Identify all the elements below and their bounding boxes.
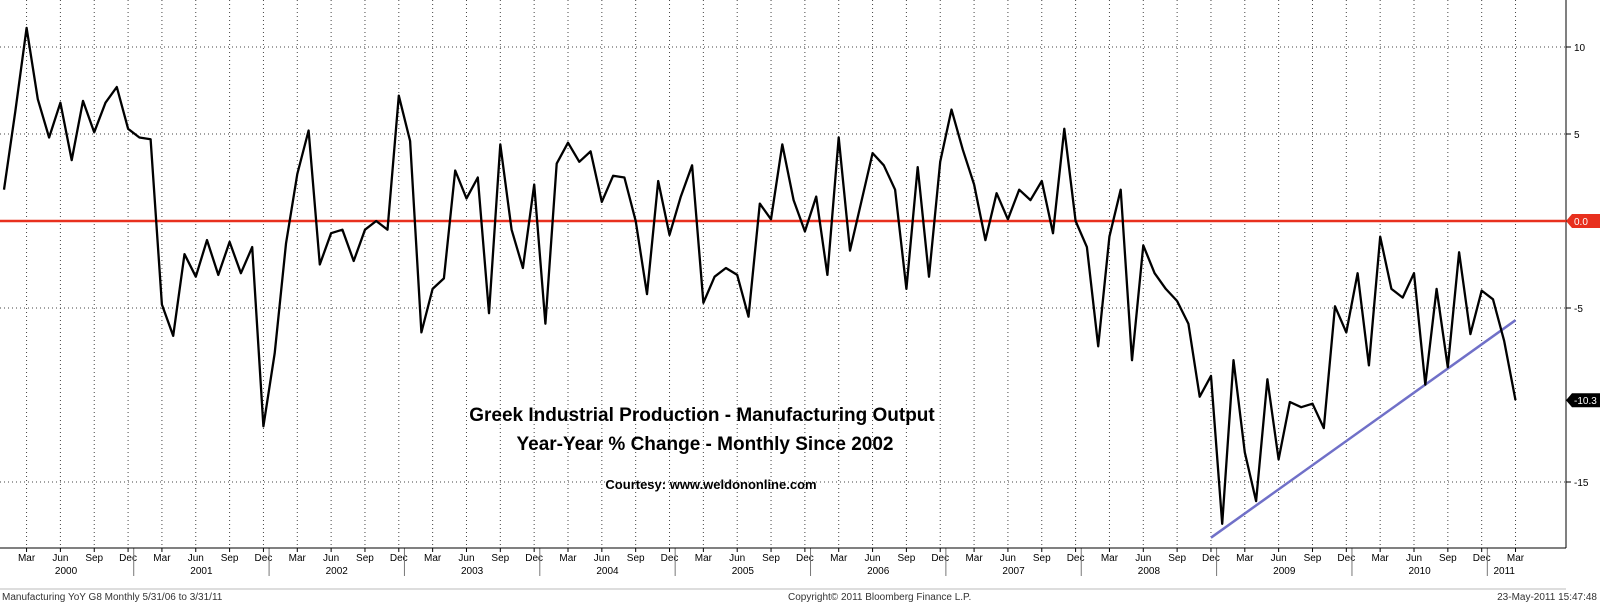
right-value-labels: 0.0 -10.3 (1566, 214, 1600, 408)
x-tick-label: Mar (965, 553, 983, 564)
x-tick-label: Mar (18, 553, 36, 564)
chart-courtesy: Courtesy: www.weldononline.com (605, 477, 816, 492)
x-tick-label: Jun (1271, 553, 1287, 564)
x-tick-label: Mar (1236, 553, 1254, 564)
x-tick-label: Dec (1473, 553, 1491, 564)
x-tick-label: Dec (1337, 553, 1355, 564)
x-tick-label: Sep (898, 553, 916, 564)
x-tick-label: Mar (1507, 553, 1525, 564)
year-label: 2011 (1493, 566, 1515, 577)
year-label: 2002 (326, 566, 349, 577)
x-tick-label: Dec (1067, 553, 1085, 564)
footer-center: Copyright© 2011 Bloomberg Finance L.P. (788, 592, 971, 603)
year-label: 2008 (1138, 566, 1161, 577)
y-tick-label: -15 (1574, 478, 1589, 489)
x-tick-label: Dec (1202, 553, 1220, 564)
year-label: 2010 (1409, 566, 1432, 577)
x-tick-label: Mar (424, 553, 442, 564)
x-tick-label: Mar (289, 553, 307, 564)
x-tick-label: Dec (255, 553, 273, 564)
year-label: 2000 (55, 566, 78, 577)
x-tick-label: Sep (85, 553, 103, 564)
y-tick-label: 10 (1574, 43, 1586, 54)
year-label: 2001 (190, 566, 213, 577)
trend-line-layer (1210, 319, 1517, 539)
x-tick-label: Mar (559, 553, 577, 564)
value-flag-label: 0.0 (1574, 217, 1588, 228)
value-flag (1566, 393, 1600, 408)
trend-line (1210, 319, 1517, 539)
year-label: 2004 (596, 566, 619, 577)
x-tick-label: Sep (1439, 553, 1457, 564)
x-tick-label: Jun (323, 553, 339, 564)
value-flag (1566, 214, 1600, 228)
x-tick-label: Dec (931, 553, 949, 564)
x-tick-label: Sep (356, 553, 374, 564)
series-layer (2, 26, 1517, 525)
x-tick-label: Sep (627, 553, 645, 564)
x-tick-label: Dec (796, 553, 814, 564)
year-label: 2005 (732, 566, 755, 577)
x-tick-label: Jun (864, 553, 880, 564)
x-tick-label: Jun (1406, 553, 1422, 564)
year-label: 2006 (867, 566, 890, 577)
x-tick-label: Sep (762, 553, 780, 564)
footer-left: Manufacturing YoY G8 Monthly 5/31/06 to … (2, 592, 223, 603)
x-tick-label: Jun (1135, 553, 1151, 564)
x-tick-label: Jun (1000, 553, 1016, 564)
x-tick-label: Jun (594, 553, 610, 564)
x-tick-label: Sep (491, 553, 509, 564)
axes: 10 5 -5 -15 Mar Jun Sep Dec Mar Jun Sep Dec Mar Jun Se… (0, 0, 1589, 577)
plot-background (0, 0, 1566, 548)
x-tick-label: Mar (1101, 553, 1119, 564)
x-tick-label: Jun (458, 553, 474, 564)
y-tick-label: -5 (1574, 304, 1583, 315)
x-tick-label: Sep (1168, 553, 1186, 564)
year-label: 2003 (461, 566, 484, 577)
grid (0, 0, 1566, 548)
x-tick-label: Sep (221, 553, 239, 564)
x-tick-label: Sep (1033, 553, 1051, 564)
chart-subtitle: Year-Year % Change - Monthly Since 2002 (517, 434, 894, 455)
x-tick-label: Mar (830, 553, 848, 564)
x-tick-label: Mar (153, 553, 171, 564)
x-tick-label: Jun (188, 553, 204, 564)
y-tick-label: 5 (1574, 130, 1580, 141)
series-line (2, 26, 1517, 525)
x-tick-label: Sep (1304, 553, 1322, 564)
x-tick-label: Dec (661, 553, 679, 564)
x-tick-label: Dec (390, 553, 408, 564)
x-tick-label: Dec (119, 553, 137, 564)
x-tick-label: Mar (695, 553, 713, 564)
value-flag-label: -10.3 (1574, 396, 1597, 407)
x-tick-label: Jun (729, 553, 745, 564)
chart-title: Greek Industrial Production - Manufactur… (469, 405, 935, 426)
x-tick-label: Jun (52, 553, 68, 564)
year-label: 2009 (1273, 566, 1296, 577)
x-tick-label: Dec (525, 553, 543, 564)
x-tick-label: Mar (1372, 553, 1390, 564)
year-label: 2007 (1002, 566, 1025, 577)
footer-right: 23-May-2011 15:47:48 (1497, 592, 1597, 603)
